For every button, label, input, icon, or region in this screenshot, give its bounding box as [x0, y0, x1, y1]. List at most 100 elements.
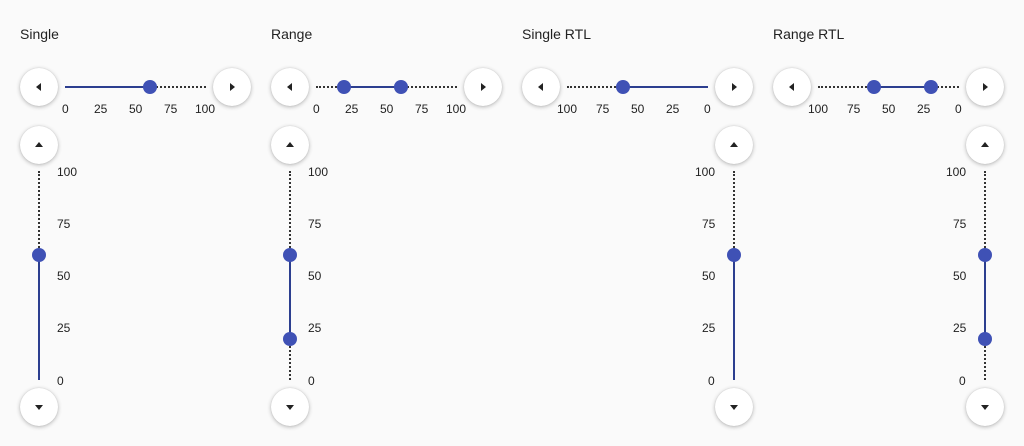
- arrow-right-icon: [230, 83, 235, 91]
- decrement-vertical-button[interactable]: [966, 388, 1004, 426]
- panel-range-rtl: Range RTL 100 75 50 25 0 100 75 50 25 0: [753, 0, 1004, 446]
- v-tick-label: 100: [695, 165, 716, 179]
- horizontal-slider-active-track: [344, 86, 401, 88]
- decrement-horizontal-button[interactable]: [20, 68, 58, 106]
- vertical-slider-thumb-start[interactable]: [978, 332, 992, 346]
- decrement-horizontal-button[interactable]: [271, 68, 309, 106]
- v-tick-label: 25: [953, 321, 967, 335]
- v-tick-label: 75: [953, 217, 967, 231]
- v-tick-label: 50: [953, 269, 967, 283]
- h-tick-label: 75: [847, 102, 861, 116]
- v-tick-label: 0: [308, 374, 315, 388]
- v-tick-label: 0: [959, 374, 966, 388]
- increment-vertical-button[interactable]: [20, 126, 58, 164]
- horizontal-slider-thumb[interactable]: [616, 80, 630, 94]
- vertical-slider-thumb-start[interactable]: [283, 332, 297, 346]
- vertical-slider-thumb[interactable]: [727, 248, 741, 262]
- arrow-left-icon: [36, 83, 41, 91]
- h-tick-label: 100: [446, 102, 467, 116]
- arrow-up-icon: [35, 142, 43, 147]
- h-tick-label: 100: [557, 102, 578, 116]
- horizontal-slider-active-track: [65, 86, 150, 88]
- v-tick-label: 100: [308, 165, 329, 179]
- vertical-slider-active-track: [984, 255, 986, 339]
- v-tick-label: 25: [57, 321, 71, 335]
- increment-vertical-button[interactable]: [715, 126, 753, 164]
- h-tick-label: 100: [195, 102, 216, 116]
- arrow-right-icon: [481, 83, 486, 91]
- h-tick-label: 25: [666, 102, 680, 116]
- arrow-up-icon: [981, 142, 989, 147]
- arrow-down-icon: [981, 405, 989, 410]
- h-tick-label: 75: [415, 102, 429, 116]
- horizontal-slider-thumb-start[interactable]: [337, 80, 351, 94]
- vertical-slider-thumb-end[interactable]: [283, 248, 297, 262]
- h-tick-label: 25: [345, 102, 359, 116]
- increment-horizontal-button[interactable]: [773, 68, 811, 106]
- horizontal-slider-thumb-start[interactable]: [924, 80, 938, 94]
- panel-single-rtl: Single RTL 100 75 50 25 0 100 75 50 25 0: [502, 0, 753, 446]
- vertical-slider-active-track: [289, 255, 291, 339]
- arrow-down-icon: [35, 405, 43, 410]
- decrement-vertical-button[interactable]: [271, 388, 309, 426]
- panel-single: Single 0 25 50 75 100 100 75 50 25 0: [0, 0, 251, 446]
- arrow-right-icon: [983, 83, 988, 91]
- horizontal-slider-active-track: [874, 86, 931, 88]
- arrow-down-icon: [286, 405, 294, 410]
- arrow-right-icon: [732, 83, 737, 91]
- horizontal-slider-thumb[interactable]: [143, 80, 157, 94]
- horizontal-slider-thumb-end[interactable]: [394, 80, 408, 94]
- horizontal-slider-active-track: [623, 86, 708, 88]
- arrow-down-icon: [730, 405, 738, 410]
- decrement-vertical-button[interactable]: [20, 388, 58, 426]
- h-tick-label: 75: [164, 102, 178, 116]
- v-tick-label: 75: [57, 217, 71, 231]
- increment-vertical-button[interactable]: [966, 126, 1004, 164]
- h-tick-label: 50: [380, 102, 394, 116]
- h-tick-label: 50: [129, 102, 143, 116]
- increment-horizontal-button[interactable]: [522, 68, 560, 106]
- vertical-slider-thumb[interactable]: [32, 248, 46, 262]
- v-tick-label: 100: [946, 165, 967, 179]
- h-tick-label: 0: [955, 102, 962, 116]
- panel-title: Range RTL: [773, 26, 845, 42]
- increment-horizontal-button[interactable]: [464, 68, 502, 106]
- panel-title: Range: [271, 26, 313, 42]
- h-tick-label: 100: [808, 102, 829, 116]
- h-tick-label: 50: [882, 102, 896, 116]
- v-tick-label: 75: [308, 217, 322, 231]
- h-tick-label: 25: [917, 102, 931, 116]
- h-tick-label: 0: [313, 102, 320, 116]
- arrow-up-icon: [730, 142, 738, 147]
- arrow-left-icon: [287, 83, 292, 91]
- h-tick-label: 75: [596, 102, 610, 116]
- vertical-slider-thumb-end[interactable]: [978, 248, 992, 262]
- horizontal-slider-thumb-end[interactable]: [867, 80, 881, 94]
- v-tick-label: 50: [308, 269, 322, 283]
- h-tick-label: 0: [704, 102, 711, 116]
- h-tick-label: 25: [94, 102, 108, 116]
- v-tick-label: 100: [57, 165, 78, 179]
- increment-vertical-button[interactable]: [271, 126, 309, 164]
- v-tick-label: 75: [702, 217, 716, 231]
- arrow-left-icon: [789, 83, 794, 91]
- panel-title: Single: [20, 26, 59, 42]
- arrow-left-icon: [538, 83, 543, 91]
- v-tick-label: 50: [57, 269, 71, 283]
- v-tick-label: 50: [702, 269, 716, 283]
- panel-title: Single RTL: [522, 26, 592, 42]
- arrow-up-icon: [286, 142, 294, 147]
- v-tick-label: 25: [702, 321, 716, 335]
- decrement-vertical-button[interactable]: [715, 388, 753, 426]
- h-tick-label: 50: [631, 102, 645, 116]
- increment-horizontal-button[interactable]: [213, 68, 251, 106]
- decrement-horizontal-button[interactable]: [715, 68, 753, 106]
- v-tick-label: 25: [308, 321, 322, 335]
- decrement-horizontal-button[interactable]: [966, 68, 1004, 106]
- h-tick-label: 0: [62, 102, 69, 116]
- vertical-slider-active-track: [38, 255, 40, 380]
- v-tick-label: 0: [57, 374, 64, 388]
- v-tick-label: 0: [708, 374, 715, 388]
- vertical-slider-active-track: [733, 255, 735, 380]
- panel-range: Range 0 25 50 75 100 100 75 50 25 0: [251, 0, 502, 446]
